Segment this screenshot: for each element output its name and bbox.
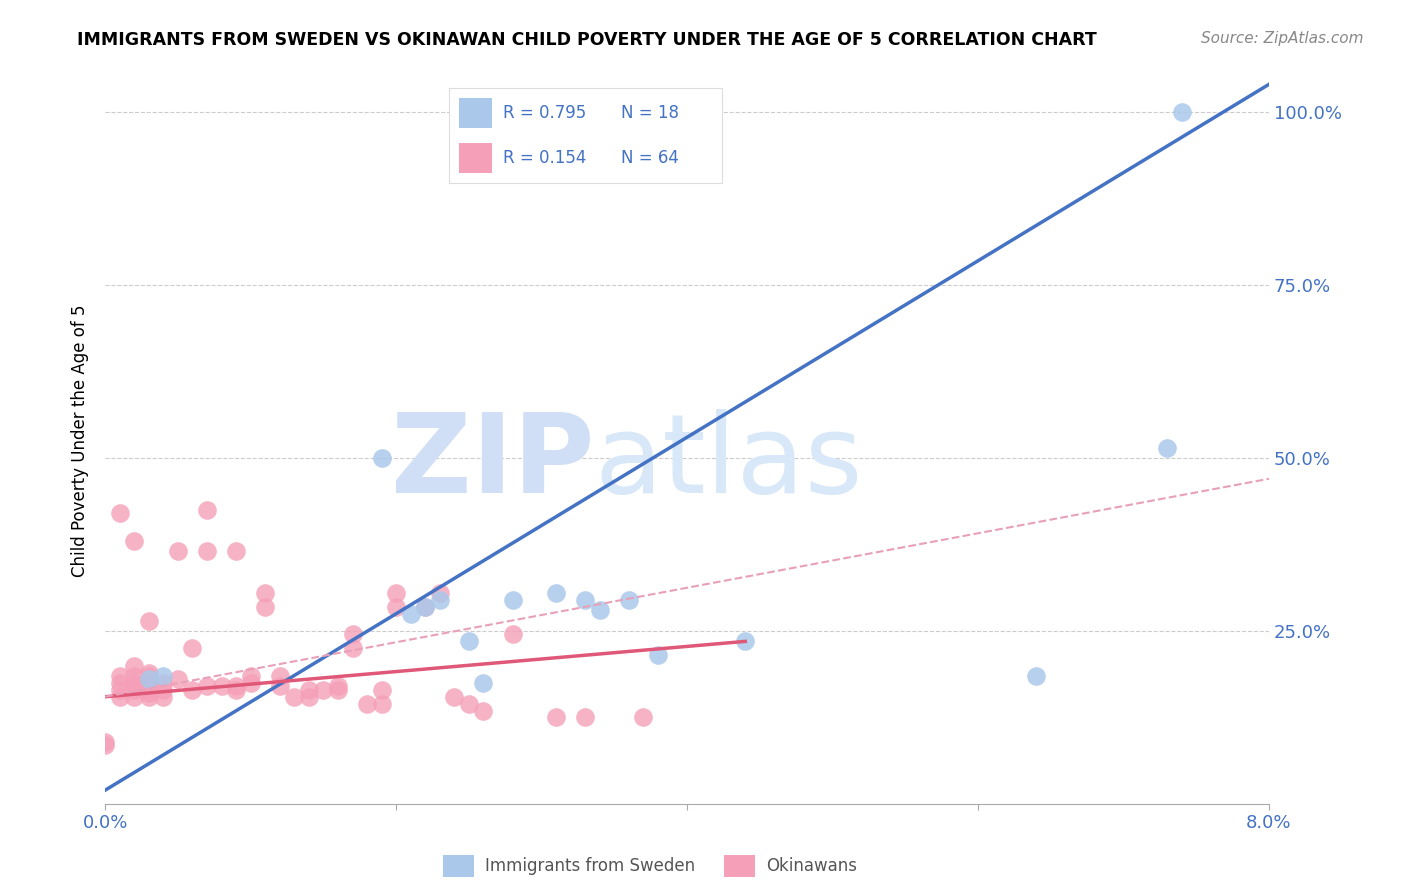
Point	[195, 544, 218, 558]
Point	[356, 697, 378, 711]
Point	[574, 710, 596, 724]
Point	[138, 665, 160, 680]
Point	[152, 669, 174, 683]
Point	[124, 658, 146, 673]
Point	[108, 669, 131, 683]
Point	[546, 586, 568, 600]
Point	[370, 697, 392, 711]
Point	[283, 690, 305, 704]
Point	[342, 627, 364, 641]
Point	[124, 679, 146, 693]
Point	[225, 679, 247, 693]
Point	[589, 603, 612, 617]
Point	[108, 690, 131, 704]
Point	[124, 676, 146, 690]
Point	[472, 676, 495, 690]
Text: ZIP: ZIP	[391, 409, 593, 516]
Point	[269, 669, 291, 683]
Point	[342, 641, 364, 656]
Point	[138, 673, 160, 687]
Point	[138, 614, 160, 628]
Point	[370, 450, 392, 465]
Point	[94, 738, 117, 752]
Point	[108, 507, 131, 521]
Point	[152, 676, 174, 690]
Point	[546, 710, 568, 724]
Point	[138, 669, 160, 683]
Text: IMMIGRANTS FROM SWEDEN VS OKINAWAN CHILD POVERTY UNDER THE AGE OF 5 CORRELATION : IMMIGRANTS FROM SWEDEN VS OKINAWAN CHILD…	[77, 31, 1097, 49]
Point	[457, 634, 479, 648]
Text: Immigrants from Sweden: Immigrants from Sweden	[485, 856, 695, 875]
Point	[326, 679, 349, 693]
Point	[472, 704, 495, 718]
Point	[152, 682, 174, 697]
Point	[385, 586, 408, 600]
Text: Source: ZipAtlas.com: Source: ZipAtlas.com	[1201, 31, 1364, 46]
Point	[647, 648, 669, 663]
Point	[502, 592, 524, 607]
Point	[1156, 441, 1178, 455]
Point	[181, 641, 204, 656]
Point	[225, 544, 247, 558]
Text: atlas: atlas	[593, 409, 862, 516]
Point	[124, 669, 146, 683]
Point	[457, 697, 479, 711]
Point	[225, 682, 247, 697]
Point	[195, 503, 218, 517]
Point	[138, 679, 160, 693]
Point	[254, 599, 277, 614]
Point	[574, 592, 596, 607]
Point	[502, 627, 524, 641]
Point	[94, 735, 117, 749]
Point	[429, 586, 451, 600]
Point	[108, 682, 131, 697]
Point	[167, 544, 190, 558]
Point	[429, 592, 451, 607]
Point	[269, 679, 291, 693]
Point	[617, 592, 640, 607]
Point	[312, 682, 335, 697]
Point	[124, 534, 146, 549]
Point	[124, 682, 146, 697]
Point	[254, 586, 277, 600]
Point	[167, 673, 190, 687]
Point	[734, 634, 756, 648]
Point	[239, 669, 262, 683]
Point	[298, 682, 321, 697]
Point	[138, 682, 160, 697]
Point	[443, 690, 465, 704]
Point	[239, 676, 262, 690]
Point	[385, 599, 408, 614]
Point	[399, 607, 422, 621]
Point	[195, 679, 218, 693]
Point	[633, 710, 655, 724]
Point	[124, 690, 146, 704]
Point	[138, 676, 160, 690]
Point	[211, 679, 233, 693]
Point	[138, 690, 160, 704]
Text: Okinawans: Okinawans	[766, 856, 858, 875]
Point	[181, 682, 204, 697]
Point	[298, 690, 321, 704]
Point	[108, 676, 131, 690]
Point	[152, 690, 174, 704]
Point	[370, 682, 392, 697]
Point	[1170, 105, 1192, 120]
Point	[413, 599, 436, 614]
Point	[413, 599, 436, 614]
Point	[1025, 669, 1047, 683]
Y-axis label: Child Poverty Under the Age of 5: Child Poverty Under the Age of 5	[72, 304, 89, 577]
Point	[326, 682, 349, 697]
Point	[138, 686, 160, 700]
